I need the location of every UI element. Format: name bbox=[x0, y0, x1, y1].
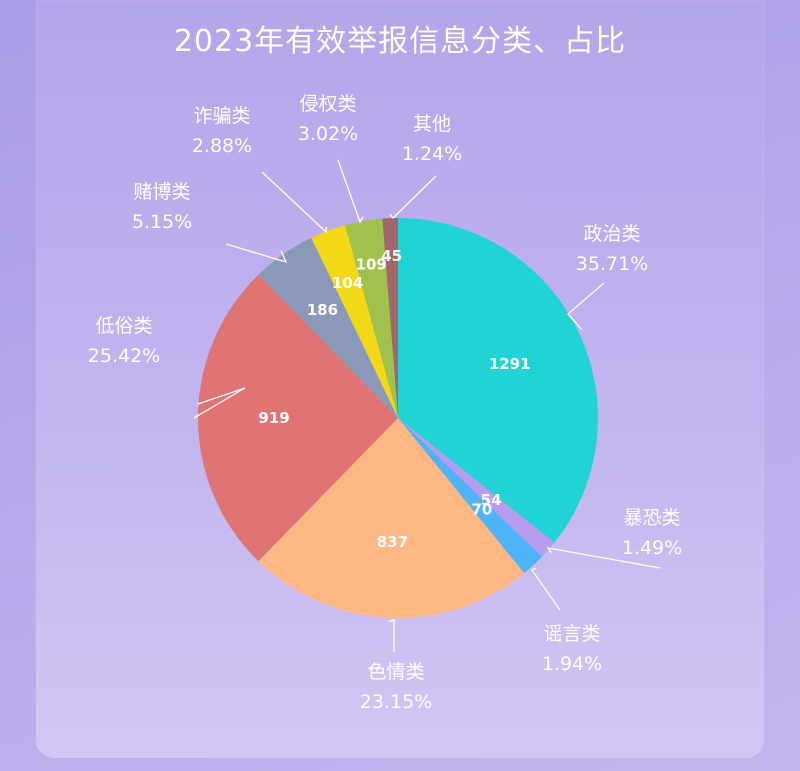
pie-slice[interactable] bbox=[398, 218, 598, 543]
slice-value-label: 1291 bbox=[489, 355, 531, 373]
slice-category-label: 暴恐类 bbox=[623, 507, 680, 529]
leader-line bbox=[546, 547, 661, 569]
leader-line bbox=[531, 567, 561, 611]
slice-category-label: 诈骗类 bbox=[193, 105, 250, 127]
slice-category-label: 其他 bbox=[413, 113, 451, 135]
slice-percent-label: 5.15% bbox=[132, 211, 192, 233]
pie-slice[interactable] bbox=[345, 218, 398, 418]
slice-category-label: 侵权类 bbox=[299, 93, 356, 115]
slice-percent-label: 1.49% bbox=[622, 537, 682, 559]
slice-percent-label: 25.42% bbox=[88, 345, 160, 367]
leader-line bbox=[225, 243, 288, 264]
slice-category-label: 赌博类 bbox=[133, 181, 190, 203]
slice-value-label: 186 bbox=[307, 301, 338, 319]
pie-slice[interactable] bbox=[258, 237, 398, 418]
slice-percent-label: 1.94% bbox=[542, 653, 602, 675]
pie-slice[interactable] bbox=[382, 218, 398, 418]
slice-percent-label: 35.71% bbox=[576, 253, 648, 275]
leader-line bbox=[261, 171, 328, 234]
chart-title: 2023年有效举报信息分类、占比 bbox=[173, 24, 627, 59]
slice-value-label: 45 bbox=[381, 247, 402, 265]
pie-slice[interactable] bbox=[198, 274, 398, 562]
slice-value-label: 70 bbox=[471, 500, 492, 518]
leader-line bbox=[193, 387, 246, 419]
pie-slice[interactable] bbox=[398, 418, 543, 574]
pie-slice[interactable] bbox=[398, 418, 555, 557]
slice-value-label: 54 bbox=[481, 491, 502, 509]
leader-line bbox=[567, 282, 605, 330]
pie-slice[interactable] bbox=[258, 418, 525, 619]
leader-line bbox=[389, 175, 437, 219]
slice-percent-label: 23.15% bbox=[360, 691, 432, 713]
slice-percent-label: 2.88% bbox=[192, 135, 252, 157]
leader-line bbox=[337, 159, 364, 224]
slice-value-label: 919 bbox=[258, 409, 289, 427]
slice-percent-label: 3.02% bbox=[298, 123, 358, 145]
slice-value-label: 837 bbox=[377, 533, 408, 551]
slice-value-label: 109 bbox=[356, 255, 387, 273]
slice-category-label: 政治类 bbox=[583, 223, 640, 245]
leader-line bbox=[388, 619, 395, 652]
pie-slice[interactable] bbox=[311, 225, 398, 418]
slice-percent-label: 1.24% bbox=[402, 143, 462, 165]
slice-category-label: 色情类 bbox=[367, 661, 424, 683]
slice-category-label: 低俗类 bbox=[95, 315, 152, 337]
slice-category-label: 谣言类 bbox=[543, 623, 600, 645]
slice-value-label: 104 bbox=[332, 274, 363, 292]
